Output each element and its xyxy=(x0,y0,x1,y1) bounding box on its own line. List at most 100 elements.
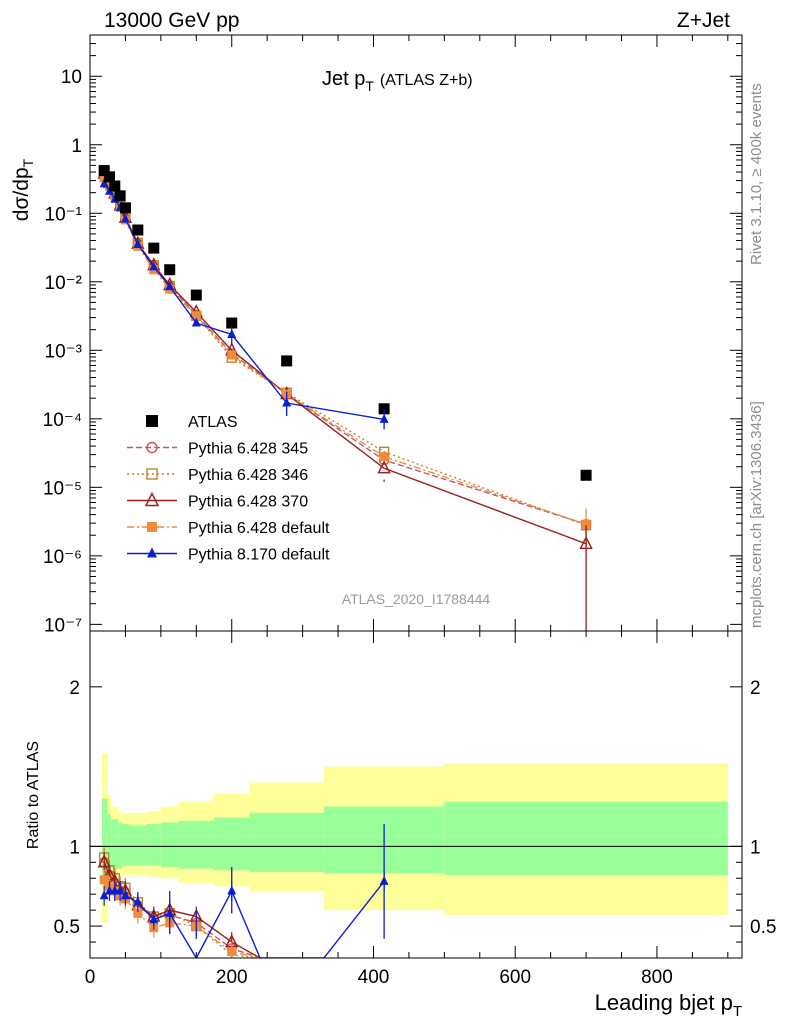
legend-label: Pythia 6.428 370 xyxy=(188,494,308,511)
main-data-point xyxy=(114,190,126,202)
rivet-version: Rivet 3.1.10, ≥ 400k events xyxy=(748,83,765,265)
ratio-band-green xyxy=(118,822,122,869)
ratio-band-green xyxy=(107,814,112,869)
main-axis-ticks xyxy=(89,34,742,631)
process-label: Z+Jet xyxy=(677,9,730,32)
main-data-point xyxy=(190,289,202,301)
legend-marker-swatch xyxy=(146,468,158,480)
ratio-data-point xyxy=(115,885,125,895)
x-tick-label: 800 xyxy=(641,967,673,988)
legend-marker-swatch xyxy=(146,415,158,427)
main-y-tick-label: 1 xyxy=(71,136,82,157)
legend-label: ATLAS xyxy=(188,414,238,431)
ratio-y-tick-label-right: 0.5 xyxy=(750,917,776,938)
source-reference: mcplots.cern.ch [arXiv:1306.3436] xyxy=(748,401,765,628)
main-data-point xyxy=(580,469,592,481)
legend-entry: Pythia 6.428 default xyxy=(127,520,330,537)
legend-marker-swatch xyxy=(146,441,158,454)
chart-title-note: (ATLAS Z+b) xyxy=(380,72,473,89)
x-tick-label: 0 xyxy=(85,967,96,988)
legend-label: Pythia 6.428 default xyxy=(188,520,330,537)
ratio-data-point xyxy=(149,914,159,924)
main-data-point xyxy=(191,317,201,327)
ratio-y-tick-label-left: 2 xyxy=(69,678,80,699)
ratio-data-point xyxy=(133,908,143,918)
x-tick-label: 600 xyxy=(499,967,531,988)
legend-entry: Pythia 8.170 default xyxy=(127,547,330,564)
ratio-y-tick-label-right: 2 xyxy=(750,678,761,699)
main-frame xyxy=(89,34,743,632)
chart-title: Jet pT (ATLAS Z+b) xyxy=(322,68,473,94)
ratio-series-4 xyxy=(99,871,389,958)
ratio-y-tick-label-left: 0.5 xyxy=(54,917,80,938)
legend-marker-swatch xyxy=(144,491,160,507)
main-series-3 xyxy=(97,165,593,549)
main-y-axis-label-sub: T xyxy=(20,158,36,167)
main-y-tick-label: 10⁻⁶ xyxy=(43,547,82,568)
main-series-line xyxy=(103,173,587,525)
energy-label: 13000 GeV pp xyxy=(104,9,239,32)
main-data-point xyxy=(119,202,131,214)
main-data-point xyxy=(281,355,293,367)
main-y-tick-label: 10 xyxy=(61,67,82,88)
legend: ATLAS Pythia 6.428 345 Pythia 6.428 346 Pyt… xyxy=(127,414,330,564)
ratio-bands xyxy=(90,753,742,923)
legend-entry: ATLAS xyxy=(146,414,238,431)
legend-entry: Pythia 6.428 370 xyxy=(127,491,308,511)
main-y-axis-label: dσ/dpT xyxy=(10,158,36,221)
ratio-band-green xyxy=(146,824,161,866)
ratio-band-green xyxy=(444,801,728,876)
ratio-band-green xyxy=(128,825,147,866)
ratio-tick-labels: 0.5 0.5 1 1 2 2 0 200 400 600 800 xyxy=(54,678,777,988)
main-data-point xyxy=(120,213,130,223)
ratio-series-layer xyxy=(97,824,389,958)
main-data-point xyxy=(132,224,144,236)
main-data-point xyxy=(227,350,237,360)
main-error-bars xyxy=(231,326,587,631)
ratio-y-axis-label: Ratio to ATLAS xyxy=(25,741,42,849)
ratio-band-green xyxy=(102,798,108,882)
main-y-tick-label: 10⁻² xyxy=(45,273,83,294)
main-series-layer xyxy=(97,165,593,631)
main-data-point xyxy=(148,242,160,254)
main-series-line xyxy=(103,173,587,545)
analysis-id: ATLAS_2020_I1788444 xyxy=(342,591,491,607)
ratio-data-point xyxy=(133,896,143,906)
ratio-band-green xyxy=(214,817,250,871)
main-y-tick-label: 10⁻⁷ xyxy=(44,615,82,636)
main-series-line xyxy=(103,172,587,526)
legend-entry: Pythia 6.428 346 xyxy=(127,467,308,484)
ratio-y-tick-label-left: 1 xyxy=(69,837,80,858)
main-y-axis-label-main: dσ/dp xyxy=(10,167,33,221)
main-data-point xyxy=(377,460,391,474)
main-series-5 xyxy=(99,178,389,423)
ratio-big-error-bars xyxy=(169,824,385,939)
main-data-point xyxy=(99,178,109,188)
chart-title-sub: T xyxy=(365,78,374,94)
ratio-data-point xyxy=(99,890,109,900)
main-series-4 xyxy=(99,173,591,529)
main-data-point xyxy=(149,261,159,271)
chart-title-main: Jet p xyxy=(322,68,365,90)
main-data-point xyxy=(226,317,238,329)
main-y-tick-labels: 10 1 10⁻¹ 10⁻² 10⁻³ 10⁻⁴ 10⁻⁵ 10⁻⁶ 10⁻⁷ xyxy=(43,67,82,636)
ratio-data-point xyxy=(227,947,237,957)
main-series-2 xyxy=(98,167,592,531)
x-axis-label-main: Leading bjet p xyxy=(595,990,733,1015)
legend-marker-swatch xyxy=(147,547,157,558)
legend-label: Pythia 6.428 346 xyxy=(188,467,308,484)
x-tick-label: 400 xyxy=(358,967,390,988)
ratio-data-point xyxy=(97,854,111,868)
x-axis-label-sub: T xyxy=(733,1003,742,1020)
main-data-point xyxy=(98,165,110,177)
ratio-data-point xyxy=(99,875,109,885)
main-data-point xyxy=(379,452,389,462)
ratio-y-tick-label-right: 1 xyxy=(750,837,761,858)
main-series-line xyxy=(103,183,385,421)
legend-label: Pythia 6.428 345 xyxy=(188,441,308,458)
main-series-line xyxy=(103,177,587,525)
x-tick-label: 200 xyxy=(216,967,248,988)
main-data-point xyxy=(191,311,201,321)
main-y-tick-label: 10⁻⁵ xyxy=(43,478,82,499)
